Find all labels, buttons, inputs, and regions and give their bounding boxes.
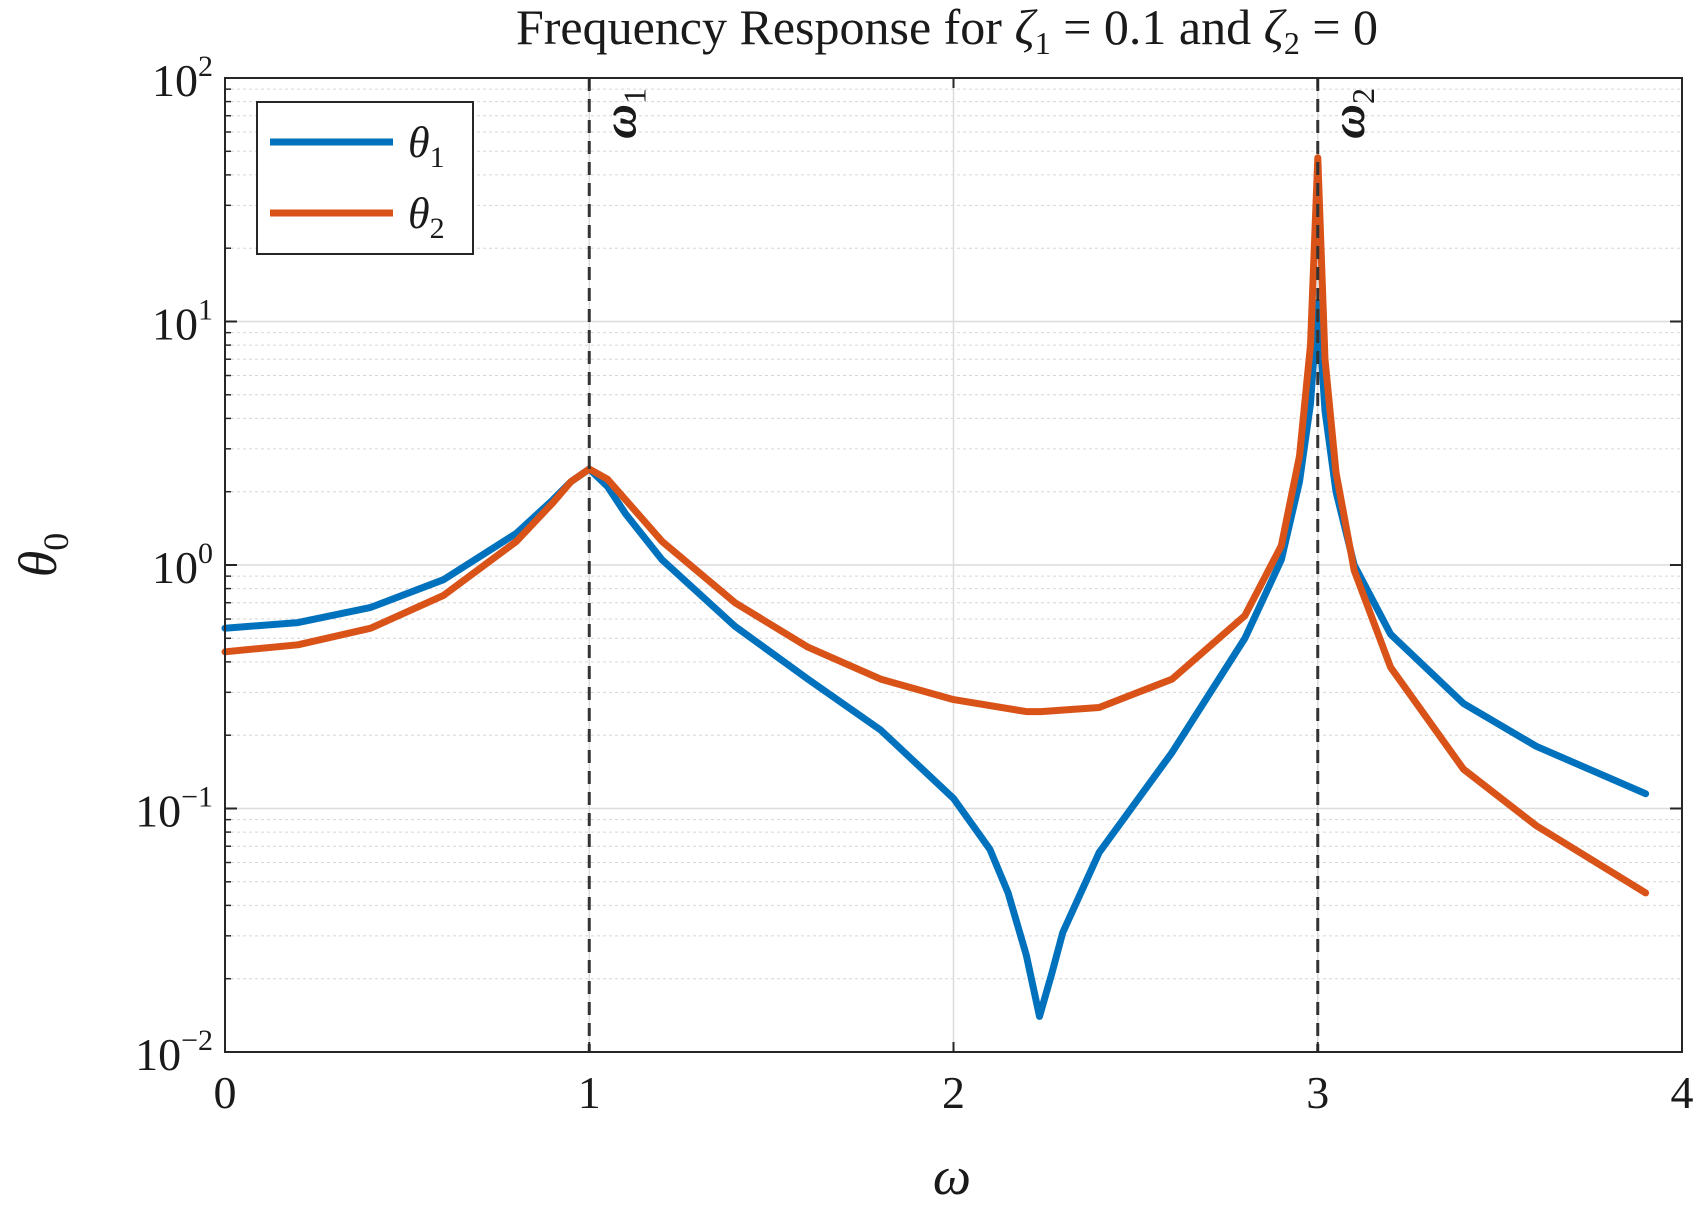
legend-box bbox=[256, 101, 474, 255]
series-layer bbox=[221, 154, 1650, 1020]
x-tick-label: 1 bbox=[578, 1067, 601, 1118]
legend: θ1 θ2 bbox=[256, 101, 474, 255]
y-tick-label: 100 bbox=[152, 537, 213, 593]
reference-label-2: ω2 bbox=[1322, 88, 1381, 139]
chart-title: Frequency Response for ζ1 = 0.1 and ζ2 =… bbox=[516, 0, 1378, 61]
reference-lines: ω1 ω2 bbox=[587, 78, 1381, 1052]
reference-label-1: ω1 bbox=[593, 88, 652, 139]
y-tick-label: 101 bbox=[152, 294, 213, 350]
x-tick-label: 3 bbox=[1306, 1067, 1329, 1118]
ticks: 0 1 2 3 4 10−2 10−1 100 101 102 bbox=[135, 50, 1693, 1118]
x-tick-label: 4 bbox=[1671, 1067, 1694, 1118]
legend-label-theta1: θ1 bbox=[408, 118, 445, 174]
y-tick-label: 10−1 bbox=[135, 781, 213, 837]
legend-label-theta2: θ2 bbox=[408, 189, 445, 245]
series-line-1 bbox=[221, 298, 1650, 1020]
x-axis-label: ω bbox=[933, 1146, 971, 1206]
x-tick-label: 2 bbox=[942, 1067, 965, 1118]
y-axis-label: θ0 bbox=[8, 533, 76, 578]
series-line-2 bbox=[221, 154, 1650, 897]
y-tick-label: 10−2 bbox=[135, 1024, 213, 1080]
y-tick-label: 102 bbox=[152, 50, 213, 106]
x-tick-label: 0 bbox=[214, 1067, 237, 1118]
